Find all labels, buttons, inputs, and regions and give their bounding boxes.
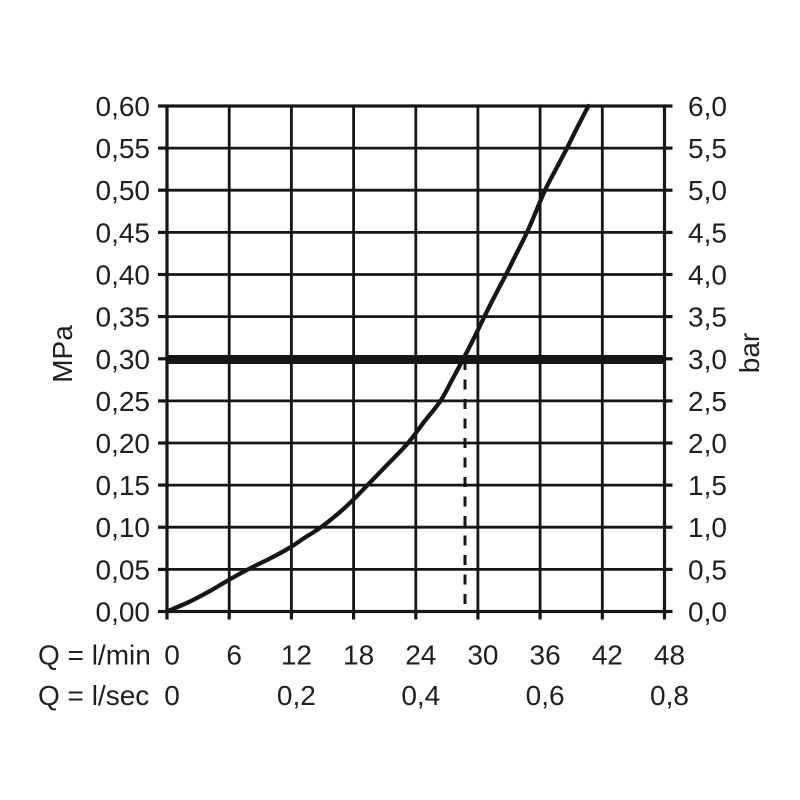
svg-text:36: 36 <box>530 640 561 671</box>
svg-text:0,55: 0,55 <box>96 133 151 164</box>
svg-text:42: 42 <box>592 640 623 671</box>
svg-text:0,45: 0,45 <box>96 217 151 248</box>
svg-text:3,0: 3,0 <box>688 344 727 375</box>
svg-text:0,00: 0,00 <box>96 597 151 628</box>
svg-text:1,5: 1,5 <box>688 470 727 501</box>
svg-text:MPa: MPa <box>47 325 78 383</box>
svg-text:0,2: 0,2 <box>277 680 316 711</box>
svg-text:0,05: 0,05 <box>96 554 151 585</box>
svg-text:0,30: 0,30 <box>96 344 151 375</box>
svg-text:2,0: 2,0 <box>688 428 727 459</box>
svg-text:5,0: 5,0 <box>688 175 727 206</box>
svg-text:0,15: 0,15 <box>96 470 151 501</box>
svg-text:0,8: 0,8 <box>650 680 689 711</box>
svg-text:0,25: 0,25 <box>96 386 151 417</box>
svg-text:18: 18 <box>343 640 374 671</box>
svg-text:1,0: 1,0 <box>688 512 727 543</box>
svg-text:0,6: 0,6 <box>526 680 565 711</box>
svg-text:0,60: 0,60 <box>96 91 151 122</box>
svg-text:30: 30 <box>467 640 498 671</box>
svg-text:0: 0 <box>164 680 180 711</box>
svg-text:5,5: 5,5 <box>688 133 727 164</box>
svg-text:0,10: 0,10 <box>96 512 151 543</box>
svg-text:0,4: 0,4 <box>401 680 440 711</box>
svg-text:48: 48 <box>654 640 685 671</box>
svg-text:Q = l/min: Q = l/min <box>38 640 151 671</box>
svg-text:3,5: 3,5 <box>688 302 727 333</box>
svg-text:0: 0 <box>164 640 180 671</box>
svg-text:2,5: 2,5 <box>688 386 727 417</box>
svg-text:bar: bar <box>734 333 765 373</box>
svg-text:24: 24 <box>405 640 436 671</box>
svg-text:6,0: 6,0 <box>688 91 727 122</box>
svg-text:4,0: 4,0 <box>688 260 727 291</box>
svg-text:0,0: 0,0 <box>688 597 727 628</box>
svg-text:0,35: 0,35 <box>96 302 151 333</box>
svg-text:0,20: 0,20 <box>96 428 151 459</box>
svg-text:0,5: 0,5 <box>688 554 727 585</box>
svg-text:12: 12 <box>281 640 312 671</box>
svg-text:0,40: 0,40 <box>96 260 151 291</box>
svg-text:Q = l/sec: Q = l/sec <box>38 680 149 711</box>
svg-text:0,50: 0,50 <box>96 175 151 206</box>
svg-text:6: 6 <box>226 640 242 671</box>
svg-text:4,5: 4,5 <box>688 217 727 248</box>
